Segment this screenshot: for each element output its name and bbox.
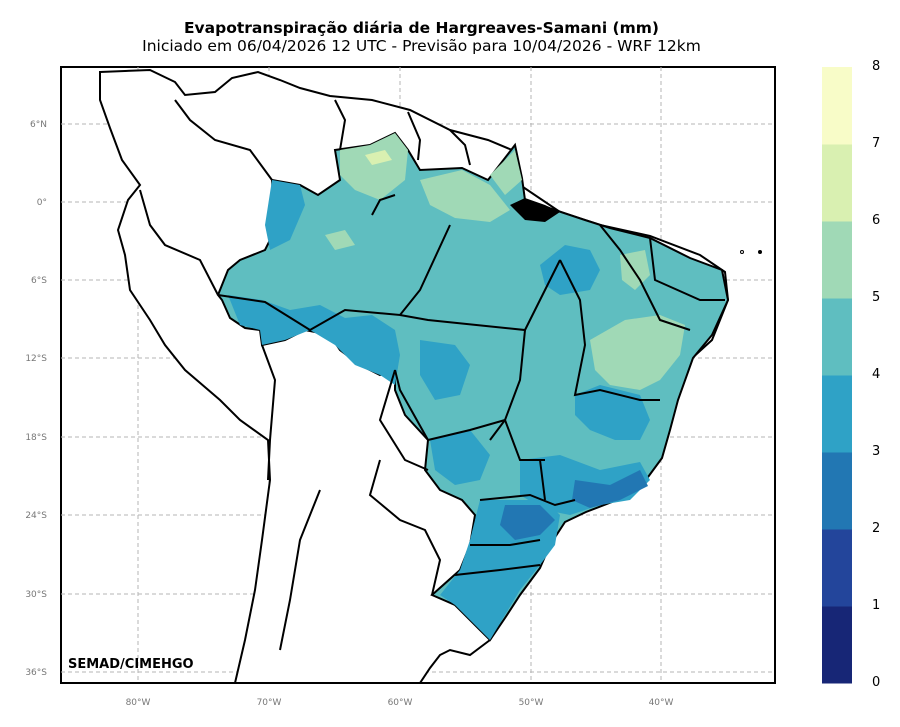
colorbar-tick-label: 3 — [872, 444, 881, 459]
colorbar-segment — [822, 606, 852, 684]
colorbar-segment — [822, 375, 852, 453]
lat-label: 30°S — [25, 590, 47, 600]
colorbar-tick-label: 6 — [872, 213, 881, 228]
island-marker — [740, 250, 744, 254]
colorbar-segment — [822, 529, 852, 607]
lat-label: 18°S — [25, 433, 47, 443]
colorbar-segment — [822, 144, 852, 222]
map-subtitle: Iniciado em 06/04/2026 12 UTC - Previsão… — [142, 37, 701, 55]
island-marker — [758, 250, 762, 254]
country-borders — [139, 99, 471, 651]
colorbar-tick-label: 5 — [872, 290, 881, 305]
colorbar-tick-label: 2 — [872, 521, 881, 536]
lat-label: 6°N — [30, 120, 47, 130]
colorbar-tick-label: 7 — [872, 136, 881, 151]
colorbar — [822, 67, 852, 684]
lat-label: 36°S — [25, 668, 47, 678]
credit-label: SEMAD/CIMEHGO — [68, 657, 194, 672]
lat-label: 6°S — [31, 276, 47, 286]
lat-label: 12°S — [25, 354, 47, 364]
colorbar-tick-label: 4 — [872, 367, 881, 382]
lon-label: 70°W — [257, 698, 282, 708]
latitude-labels: 6°N 0° 6°S 12°S 18°S 24°S 30°S 36°S — [25, 120, 47, 678]
colorbar-segment — [822, 67, 852, 145]
colorbar-segment — [822, 221, 852, 299]
lon-label: 80°W — [126, 698, 151, 708]
colorbar-tick-label: 8 — [872, 59, 881, 74]
lat-label: 24°S — [25, 511, 47, 521]
map-title: Evapotranspiração diária de Hargreaves-S… — [183, 19, 660, 37]
lon-label: 60°W — [388, 698, 413, 708]
et-patches — [228, 133, 685, 640]
lon-label: 40°W — [649, 698, 674, 708]
colorbar-segment — [822, 298, 852, 376]
colorbar-tick-label: 1 — [872, 598, 881, 613]
longitude-labels: 80°W 70°W 60°W 50°W 40°W — [126, 698, 674, 708]
lon-label: 50°W — [519, 698, 544, 708]
colorbar-segment — [822, 452, 852, 530]
state-borders — [217, 194, 725, 576]
lat-label: 0° — [37, 198, 47, 208]
colorbar-tick-label: 0 — [872, 675, 881, 690]
